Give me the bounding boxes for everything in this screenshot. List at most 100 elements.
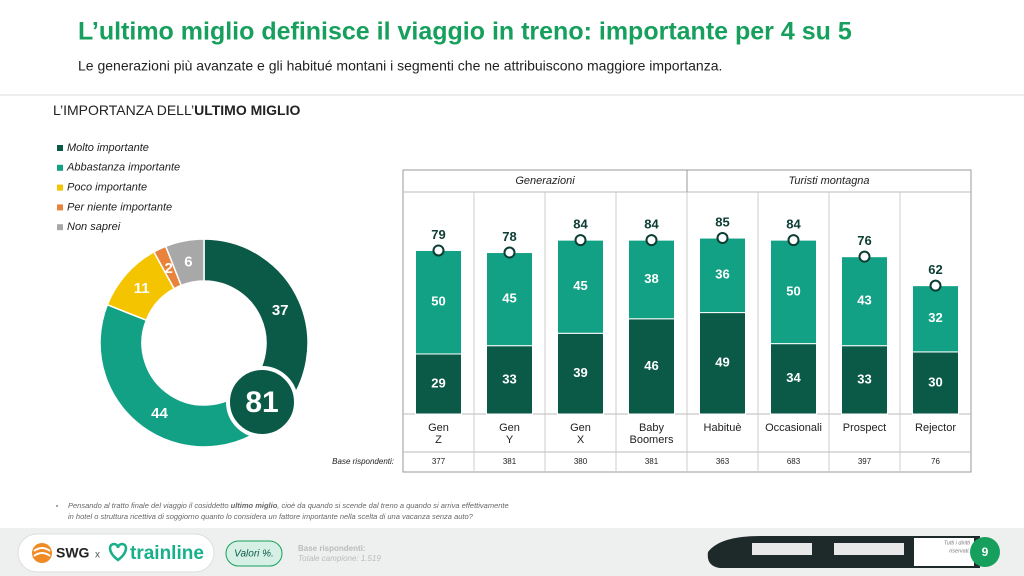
total-marker [858, 250, 871, 263]
segment-label: 49 [715, 355, 729, 370]
total-label: 62 [928, 262, 942, 277]
base-value: 380 [574, 457, 588, 466]
footnote-text: , cioè da quando si scende dal treno a q… [277, 501, 508, 510]
total-label: 79 [431, 227, 445, 242]
total-marker [432, 244, 445, 257]
swg-text: SWG [56, 545, 90, 561]
total-marker [503, 246, 516, 259]
segment-label: 29 [431, 375, 445, 390]
group-label: Generazioni [515, 175, 575, 187]
segment-label: 34 [786, 370, 801, 385]
base-value: 381 [503, 457, 517, 466]
segment-label: 45 [573, 278, 587, 293]
legend-swatch [57, 145, 63, 151]
segment-label: 43 [857, 293, 871, 308]
total-marker [645, 234, 658, 247]
brand-pill [17, 533, 215, 573]
rights-text: riservati. [949, 548, 970, 554]
train-window [752, 543, 812, 555]
segment-label: 33 [502, 371, 516, 386]
total-marker [929, 279, 942, 292]
segment-label: 50 [786, 283, 800, 298]
footnote-bullet [56, 505, 58, 507]
bar-segment [770, 343, 817, 415]
segment-label: 45 [502, 291, 516, 306]
total-label: 84 [644, 217, 659, 232]
page-number: 9 [982, 545, 989, 559]
legend-label: Molto importante [67, 142, 149, 154]
segment-label: 38 [644, 271, 658, 286]
total-label: 85 [715, 214, 729, 229]
rights-text: Tutti i diritti [944, 540, 971, 546]
bar-chart: Generazioni Turisti montagna Base risponde… [332, 169, 972, 473]
swg-logo-mark [33, 547, 51, 557]
subtitle: Le generazioni più avanzate e gli habitu… [78, 58, 722, 74]
total-marker [716, 232, 729, 245]
total-label: 78 [502, 229, 516, 244]
segment-label: 32 [928, 310, 942, 325]
legend-swatch [57, 204, 63, 211]
legend-label: Poco importante [67, 182, 147, 194]
legend: Molto importante Abbastanza importante Poc… [57, 142, 180, 233]
title: L’ultimo miglio definisce il viaggio in … [78, 18, 852, 46]
values-badge-text: Valori %. [234, 549, 274, 560]
total-label: 76 [857, 233, 871, 248]
slice-label: 37 [272, 302, 289, 319]
base-value: 363 [716, 457, 730, 466]
slice-label: 44 [151, 405, 168, 422]
base-title: Base rispondenti: [298, 544, 366, 553]
bar-segment [486, 252, 533, 347]
section-title-start: L’IMPORTANZA DELL’ [53, 102, 194, 118]
bar-segment [415, 353, 462, 415]
category-label: Occasionali [765, 422, 822, 434]
trainline-logo [108, 542, 128, 562]
base-value: 683 [787, 457, 801, 466]
segment-label: 36 [715, 267, 729, 282]
legend-label: Per niente importante [67, 201, 172, 213]
highlight-label: 81 [245, 386, 278, 419]
bar-segment [841, 345, 888, 415]
legend-swatch [57, 164, 63, 171]
brand-x: x [95, 550, 100, 561]
base-value: 381 [645, 457, 659, 466]
highlight-badge [226, 366, 298, 438]
category-label: Prospect [843, 422, 886, 434]
base-value: 377 [432, 457, 446, 466]
segment-label: 46 [644, 358, 658, 373]
segment-label: 39 [573, 365, 587, 380]
train-window [834, 543, 904, 555]
values-badge [225, 540, 283, 567]
footnote-line: Pensando al tratto finale del viaggio il… [68, 501, 509, 510]
legend-label: Non saprei [67, 221, 121, 233]
base-total: Totale campione: 1.519 [298, 554, 381, 563]
legend-swatch [57, 224, 63, 231]
page-badge [970, 537, 1000, 567]
legend-swatch [57, 184, 63, 191]
donut-chart: 37 44 11 2 6 81 [99, 238, 309, 448]
base-value: 76 [931, 457, 940, 466]
legend-label: Abbastanza importante [66, 162, 180, 174]
bar-segment [912, 285, 959, 353]
bar-segment [557, 239, 604, 334]
bar-segment [699, 237, 746, 314]
bar-segment [628, 239, 675, 320]
slice-label: 6 [184, 253, 192, 270]
bar-segment [912, 351, 959, 415]
bar-segment [415, 249, 462, 355]
footnote-bold: ultimo miglio [231, 501, 278, 510]
total-marker [574, 234, 587, 247]
total-label: 84 [573, 217, 588, 232]
category-label: Gen Z [428, 422, 449, 446]
category-label: Baby Boomers [629, 422, 674, 446]
group-label: Turisti montagna [788, 175, 869, 187]
donut-slice [164, 238, 205, 287]
base-value: 397 [858, 457, 872, 466]
segment-label: 33 [857, 371, 871, 386]
slice-label: 2 [164, 260, 172, 277]
base-label: Base rispondenti: [332, 457, 394, 466]
footnote-line: in hotel o struttura ricettiva di soggio… [68, 512, 474, 521]
category-label: Habituè [704, 422, 742, 434]
bar-segment [628, 318, 675, 415]
bar-segment [841, 256, 888, 347]
